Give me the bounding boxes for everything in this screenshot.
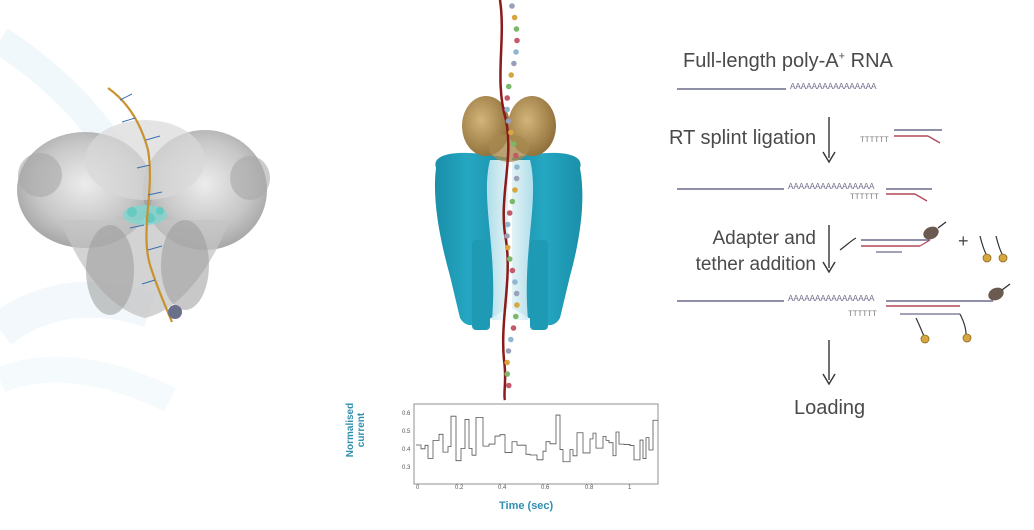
rna-base <box>511 60 517 67</box>
rna-base <box>508 129 514 136</box>
rna-base <box>513 26 520 32</box>
poly-t-splint: TTTTTT <box>860 136 889 145</box>
rna-base <box>509 198 516 205</box>
step-rt-splint-ligation: RT splint ligation <box>669 127 817 149</box>
rna-base <box>512 187 518 193</box>
x-tick: 0 <box>416 485 420 491</box>
y-tick: 0.3 <box>402 465 411 471</box>
rna-strand <box>498 0 510 401</box>
rna-bases <box>504 3 520 389</box>
rna-base <box>513 290 520 297</box>
rna-base <box>514 302 520 308</box>
poly-t-ligated: TTTTTT <box>850 193 879 202</box>
rna-base <box>513 175 520 182</box>
rna-base <box>505 382 512 389</box>
step-title-full-length-rna: Full-length poly-A+ RNA <box>683 50 893 73</box>
rna-base <box>504 233 510 239</box>
current-trace-plot <box>413 403 659 485</box>
pore-structure-rendering <box>17 87 270 323</box>
rna-base <box>504 221 511 228</box>
y-tick: 0.4 <box>402 447 411 453</box>
poly-a-tail: AAAAAAAAAAAAAAAA <box>790 82 877 92</box>
y-tick: 0.5 <box>402 429 411 435</box>
rna-base <box>514 37 520 44</box>
ylabel-line-1: Normalised <box>345 402 356 458</box>
title-main-text: Full-length poly-A <box>683 50 839 72</box>
poly-a-tail-final: AAAAAAAAAAAAAAAA <box>788 294 875 304</box>
poly-a-tail-ligated: AAAAAAAAAAAAAAAA <box>788 182 875 192</box>
x-tick: 0.6 <box>541 485 550 491</box>
rna-base <box>504 371 511 377</box>
step-adapter-tether-addition: Adapter and tether addition <box>680 226 816 278</box>
y-tick: 0.6 <box>402 411 411 417</box>
rna-base <box>510 325 517 331</box>
x-tick: 0.2 <box>455 485 464 491</box>
rna-base <box>514 164 520 170</box>
rna-base <box>512 313 519 320</box>
adapter-line-2: tether addition <box>695 254 816 275</box>
rna-base <box>509 267 516 274</box>
trace-x-axis-label: Time (sec) <box>499 500 554 512</box>
title-superscript: + <box>838 50 846 63</box>
adapter-line-1: Adapter and <box>712 228 816 249</box>
x-tick: 1 <box>628 485 632 491</box>
rna-base <box>504 244 511 251</box>
step-loading: Loading <box>794 397 866 419</box>
rna-base <box>512 279 518 285</box>
rna-base <box>505 83 512 90</box>
rna-base <box>506 210 513 216</box>
rna-base <box>504 106 510 113</box>
rna-base <box>504 95 511 101</box>
rna-base <box>505 118 512 124</box>
poly-t-final: TTTTTT <box>848 310 877 319</box>
rna-base <box>510 141 517 147</box>
rna-base <box>508 336 514 343</box>
rna-base <box>513 49 519 55</box>
workflow-diagram <box>677 88 1011 386</box>
rna-base <box>506 256 513 262</box>
trace-y-axis-label: Normalised current <box>345 390 367 470</box>
plus-sign: + <box>958 231 969 251</box>
x-tick: 0.8 <box>585 485 594 491</box>
ylabel-line-2: current <box>356 412 367 448</box>
rna-base <box>513 152 519 159</box>
rna-base <box>505 348 512 354</box>
x-tick: 0.4 <box>498 485 507 491</box>
rna-base <box>509 3 515 9</box>
rna-base <box>504 359 510 366</box>
title-end-text: RNA <box>845 50 893 72</box>
rna-base <box>511 14 518 21</box>
rna-base <box>508 72 515 78</box>
